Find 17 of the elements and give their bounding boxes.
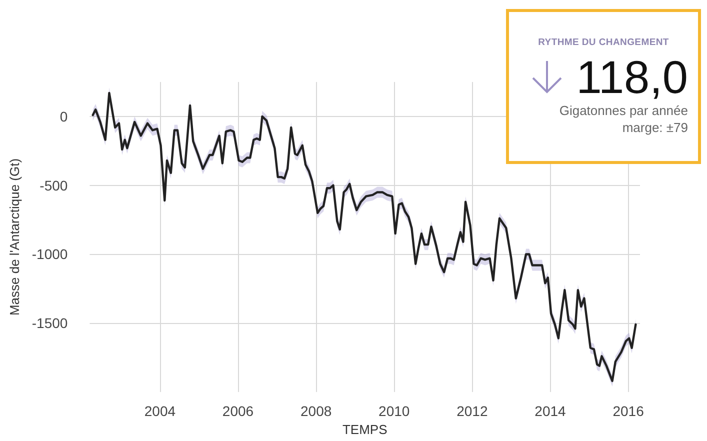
y-tick-label: -1500: [32, 315, 68, 332]
x-tick-label: 2014: [534, 403, 566, 419]
x-tick-label: 2010: [378, 403, 410, 419]
x-tick-label: 2008: [300, 403, 332, 419]
y-tick-label: -1000: [32, 246, 68, 262]
text: RYTHME DU CHANGEMENT: [537, 37, 670, 48]
annotation: marge: ±79: [621, 119, 688, 136]
y-tick-label: -500: [40, 177, 68, 194]
annotation: 118,0: [576, 51, 688, 103]
x-tick-label: 2004: [144, 403, 176, 419]
y-tick-label: 0: [60, 108, 68, 124]
y-axis-title: Masse de l'Antarctique (Gt): [7, 158, 22, 316]
x-axis-title: TEMPS: [342, 422, 388, 437]
x-tick-label: 2006: [222, 403, 254, 419]
x-tick-label: 2012: [456, 403, 488, 419]
x-tick-label: 2016: [612, 403, 644, 419]
annotation: Gigatonnes par année: [558, 102, 688, 119]
